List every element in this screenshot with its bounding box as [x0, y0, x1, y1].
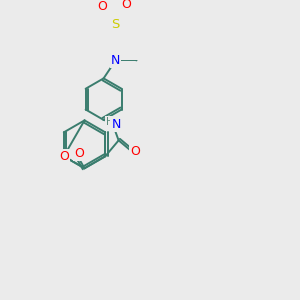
- Text: S: S: [111, 18, 120, 31]
- Text: O: O: [130, 145, 140, 158]
- Text: O: O: [59, 150, 69, 163]
- Text: H: H: [106, 117, 113, 127]
- Text: N: N: [111, 54, 120, 67]
- Text: O: O: [74, 147, 84, 160]
- Text: O: O: [97, 0, 107, 13]
- Text: O: O: [121, 0, 131, 11]
- Text: N: N: [111, 118, 121, 131]
